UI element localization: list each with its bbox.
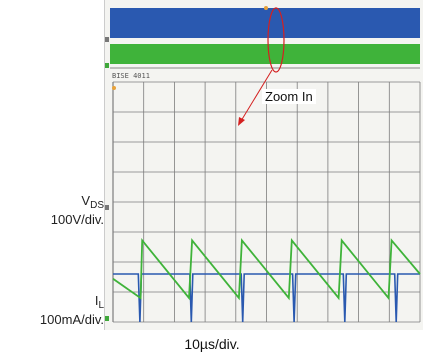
zoom-in-label: Zoom In <box>262 89 316 104</box>
zoom-annotation <box>238 7 285 126</box>
vds-ground-marker <box>105 205 109 210</box>
time-scale-label: 10µs/div. <box>184 336 240 352</box>
il-name: IL <box>94 293 104 312</box>
vds-name: VDS <box>81 193 104 212</box>
zoom-ellipse <box>267 7 285 73</box>
scope-readout: BISE 4011 <box>112 72 150 80</box>
zoom-arrow-line <box>240 69 273 122</box>
trigger-marker <box>264 6 268 10</box>
il-ground-marker <box>105 316 109 321</box>
channel-marker <box>105 63 109 68</box>
vds-label: VDS 100V/div. <box>8 194 104 227</box>
trace-il <box>112 237 421 301</box>
scope-grid <box>112 81 421 323</box>
zoom-arrow-head <box>238 117 245 126</box>
overview-il-band <box>110 44 420 64</box>
il-label: IL 100mA/div. <box>6 294 104 327</box>
zoomed-traces <box>112 237 421 323</box>
vds-scale: 100V/div. <box>50 212 104 227</box>
trigger-marker <box>112 86 116 90</box>
channel-marker <box>105 37 109 42</box>
overview-vds-band <box>110 8 420 38</box>
overview-traces <box>105 6 420 321</box>
il-scale: 100mA/div. <box>39 312 104 327</box>
